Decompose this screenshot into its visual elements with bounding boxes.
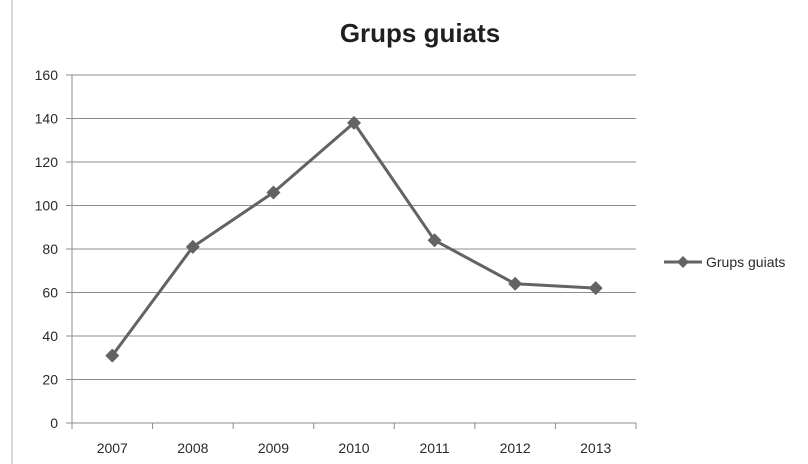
axes xyxy=(66,75,637,429)
x-tick-label: 2007 xyxy=(97,440,128,456)
x-tick-label: 2010 xyxy=(338,440,369,456)
y-tick-label: 60 xyxy=(42,285,58,301)
y-axis-tick-labels: 0 20 40 60 80 100 120 140 160 xyxy=(35,67,59,431)
data-point-marker xyxy=(588,281,603,296)
legend-marker-swatch xyxy=(677,256,689,268)
y-tick-label: 80 xyxy=(42,241,58,257)
x-tick-label: 2013 xyxy=(580,440,611,456)
data-point-marker xyxy=(266,185,281,200)
y-tick-label: 120 xyxy=(35,154,59,170)
y-tick-label: 40 xyxy=(42,328,58,344)
y-tick-label: 140 xyxy=(35,111,59,127)
x-tick-label: 2012 xyxy=(500,440,531,456)
data-point-marker xyxy=(105,348,120,363)
legend-entry-label: Grups guiats xyxy=(706,254,785,270)
y-tick-label: 0 xyxy=(50,415,58,431)
data-point-marker xyxy=(427,233,442,248)
data-point-marker xyxy=(347,115,361,130)
x-tick-label: 2009 xyxy=(258,440,289,456)
data-point-marker xyxy=(508,276,523,291)
legend: Grups guiats xyxy=(664,254,785,270)
series-layer xyxy=(105,115,603,363)
y-tick-label: 20 xyxy=(42,372,58,388)
x-tick-label: 2008 xyxy=(177,440,208,456)
gridlines xyxy=(66,74,636,380)
x-axis-tick-labels: 2007 2008 2009 2010 2011 2012 2013 xyxy=(97,440,612,456)
y-tick-label: 100 xyxy=(35,198,59,214)
data-point-marker xyxy=(185,239,200,254)
y-tick-label: 160 xyxy=(35,67,59,83)
series-line xyxy=(110,121,598,358)
chart-title: Grups guiats xyxy=(340,18,500,48)
x-tick-label: 2011 xyxy=(420,440,450,456)
